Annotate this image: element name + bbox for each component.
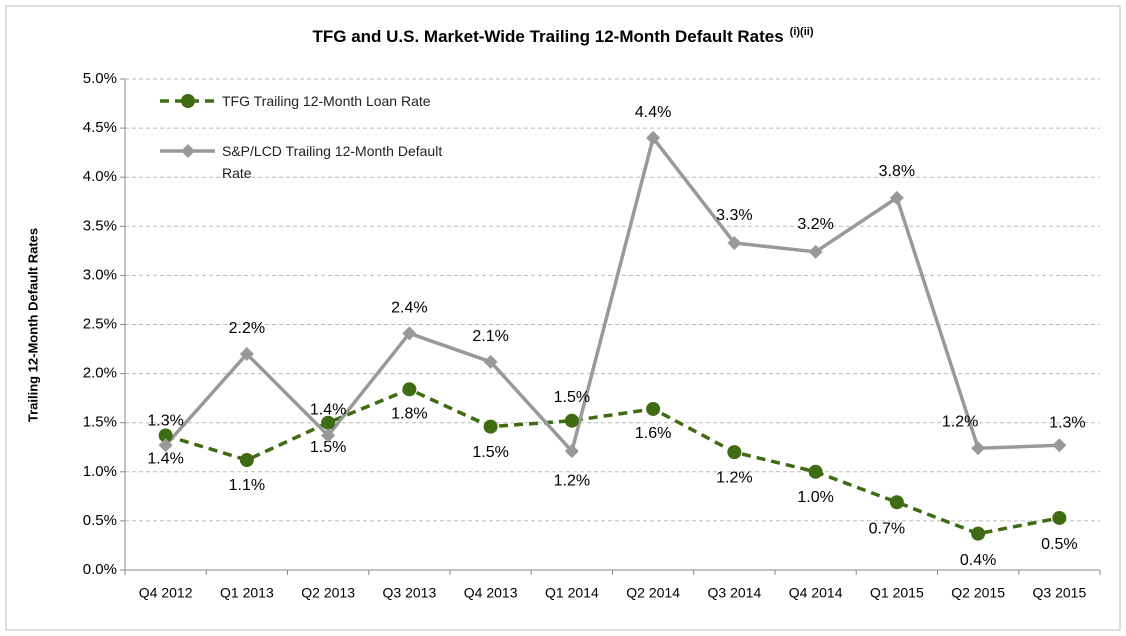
point	[727, 235, 742, 250]
point	[564, 444, 579, 459]
x-tick-label: Q4 2012	[139, 585, 193, 601]
data-label: 1.0%	[797, 489, 833, 506]
x-tick-label: Q1 2013	[220, 585, 274, 601]
point	[158, 428, 173, 443]
point	[483, 354, 498, 369]
legend-marker	[181, 94, 195, 108]
point	[564, 413, 579, 428]
data-label: 1.5%	[554, 389, 590, 406]
y-tick-label: 5.0%	[83, 70, 117, 87]
x-tick-label: Q3 2014	[708, 585, 762, 601]
y-tick-label: 2.5%	[83, 315, 117, 332]
y-tick-label: 4.0%	[83, 168, 117, 185]
x-tick-label: Q3 2013	[383, 585, 437, 601]
point	[727, 445, 742, 460]
x-tick-label: Q2 2013	[301, 585, 355, 601]
data-label: 1.6%	[635, 425, 671, 442]
y-tick-label: 1.5%	[83, 414, 117, 431]
data-label: 0.7%	[869, 520, 905, 537]
y-tick-label: 3.0%	[83, 266, 117, 283]
point	[239, 346, 254, 361]
y-tick-label: 1.0%	[83, 463, 117, 480]
x-tick-label: Q2 2015	[951, 585, 1005, 601]
data-label: 4.4%	[635, 104, 671, 121]
data-label: 1.2%	[942, 413, 978, 430]
data-label: 1.3%	[147, 413, 183, 430]
point	[971, 441, 986, 456]
data-label: 2.4%	[391, 300, 427, 317]
chart-frame	[5, 5, 1121, 631]
y-tick-label: 0.5%	[83, 512, 117, 529]
point	[321, 428, 336, 443]
y-tick-label: 3.5%	[83, 217, 117, 234]
x-tick-label: Q4 2013	[464, 585, 518, 601]
data-label: 2.2%	[229, 320, 265, 337]
data-label: 1.5%	[310, 439, 346, 456]
data-label: 1.5%	[472, 444, 508, 461]
legend-label: S&P/LCD Trailing 12-Month Default Rate	[222, 143, 443, 181]
point	[1052, 438, 1067, 453]
point	[808, 244, 823, 259]
data-label: 3.2%	[797, 216, 833, 233]
point	[971, 526, 986, 541]
title-text: TFG and U.S. Market-Wide Trailing 12-Mon…	[312, 27, 783, 46]
data-label: 1.2%	[554, 472, 590, 489]
data-label: 2.1%	[472, 328, 508, 345]
point	[402, 382, 417, 397]
x-tick-label: Q1 2015	[870, 585, 924, 601]
point	[808, 464, 823, 479]
point	[483, 419, 498, 434]
point	[646, 130, 661, 145]
data-label: 1.8%	[391, 406, 427, 423]
data-label: 3.3%	[716, 207, 752, 224]
data-label: 0.4%	[960, 552, 996, 569]
point	[402, 326, 417, 341]
data-label: 1.4%	[310, 402, 346, 419]
y-tick-label: 0.0%	[83, 561, 117, 578]
series-line	[164, 134, 1060, 455]
title-note: (i)(ii)	[790, 26, 814, 38]
point	[889, 190, 904, 205]
legend-label: TFG Trailing 12-Month Loan Rate	[222, 93, 431, 109]
x-tick-label: Q3 2015	[1033, 585, 1087, 601]
x-tick-label: Q1 2014	[545, 585, 599, 601]
point	[646, 401, 661, 416]
point	[1052, 510, 1067, 525]
y-tick-label: 2.0%	[83, 365, 117, 382]
data-label: 3.8%	[879, 163, 915, 180]
point	[239, 453, 254, 468]
x-tick-label: Q2 2014	[626, 585, 680, 601]
legend-marker	[181, 144, 195, 158]
y-axis-label: Trailing 12-Month Default Rates	[25, 228, 40, 422]
data-label: 0.5%	[1041, 536, 1077, 553]
x-tick-label: Q4 2014	[789, 585, 843, 601]
data-label: 1.2%	[716, 469, 752, 486]
data-label: 1.3%	[1049, 415, 1085, 432]
point	[321, 415, 336, 430]
chart-title: TFG and U.S. Market-Wide Trailing 12-Mon…	[312, 26, 813, 47]
point	[158, 438, 173, 453]
y-tick-label: 4.5%	[83, 119, 117, 136]
data-label: 1.4%	[147, 451, 183, 468]
point	[889, 495, 904, 510]
data-label: 1.1%	[229, 477, 265, 494]
